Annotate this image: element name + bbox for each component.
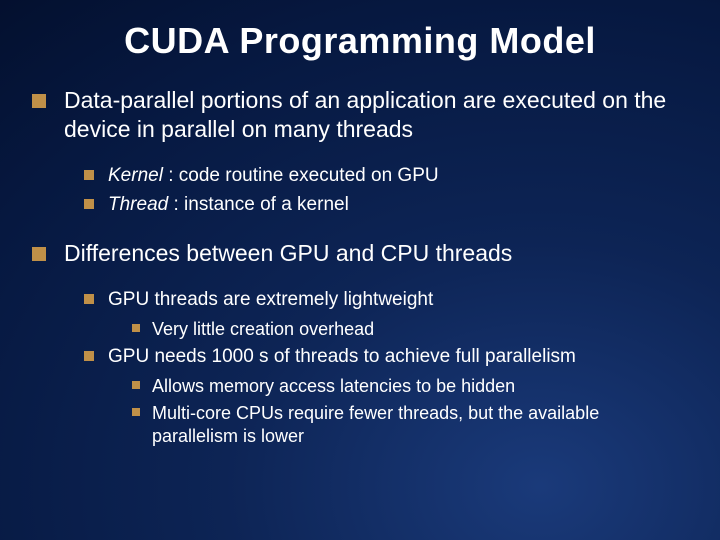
bullet-marker-icon: [84, 351, 94, 361]
bullet-text: Very little creation overhead: [152, 318, 374, 341]
bullet-level2: GPU threads are extremely lightweight: [84, 288, 688, 312]
term-rest: : code routine executed on GPU: [163, 165, 439, 186]
bullet-marker-icon: [32, 247, 46, 261]
term-rest: : instance of a kernel: [168, 194, 349, 215]
bullet-level2: GPU needs 1000 s of threads to achieve f…: [84, 345, 688, 369]
bullet-text: Thread : instance of a kernel: [108, 193, 349, 217]
bullet-text: Multi-core CPUs require fewer threads, b…: [152, 402, 688, 447]
bullet-level3: Multi-core CPUs require fewer threads, b…: [132, 402, 688, 447]
bullet-marker-icon: [32, 94, 46, 108]
term-italic: Kernel: [108, 165, 163, 186]
bullet-level3: Very little creation overhead: [132, 318, 688, 341]
term-italic: Thread: [108, 194, 168, 215]
bullet-text: Allows memory access latencies to be hid…: [152, 375, 515, 398]
bullet-text: GPU threads are extremely lightweight: [108, 288, 433, 312]
bullet-level2: Kernel : code routine executed on GPU: [84, 164, 688, 188]
bullet-level1: Differences between GPU and CPU threads: [32, 239, 688, 268]
bullet-text: Kernel : code routine executed on GPU: [108, 164, 439, 188]
bullet-marker-icon: [84, 170, 94, 180]
bullet-marker-icon: [132, 408, 140, 416]
bullet-marker-icon: [84, 199, 94, 209]
slide-title: CUDA Programming Model: [32, 20, 688, 62]
bullet-marker-icon: [84, 294, 94, 304]
bullet-level2: Thread : instance of a kernel: [84, 193, 688, 217]
bullet-level1: Data-parallel portions of an application…: [32, 86, 688, 144]
bullet-text: GPU needs 1000 s of threads to achieve f…: [108, 345, 576, 369]
bullet-text: Differences between GPU and CPU threads: [64, 239, 512, 268]
bullet-marker-icon: [132, 381, 140, 389]
bullet-level3: Allows memory access latencies to be hid…: [132, 375, 688, 398]
bullet-text: Data-parallel portions of an application…: [64, 86, 688, 144]
bullet-marker-icon: [132, 324, 140, 332]
